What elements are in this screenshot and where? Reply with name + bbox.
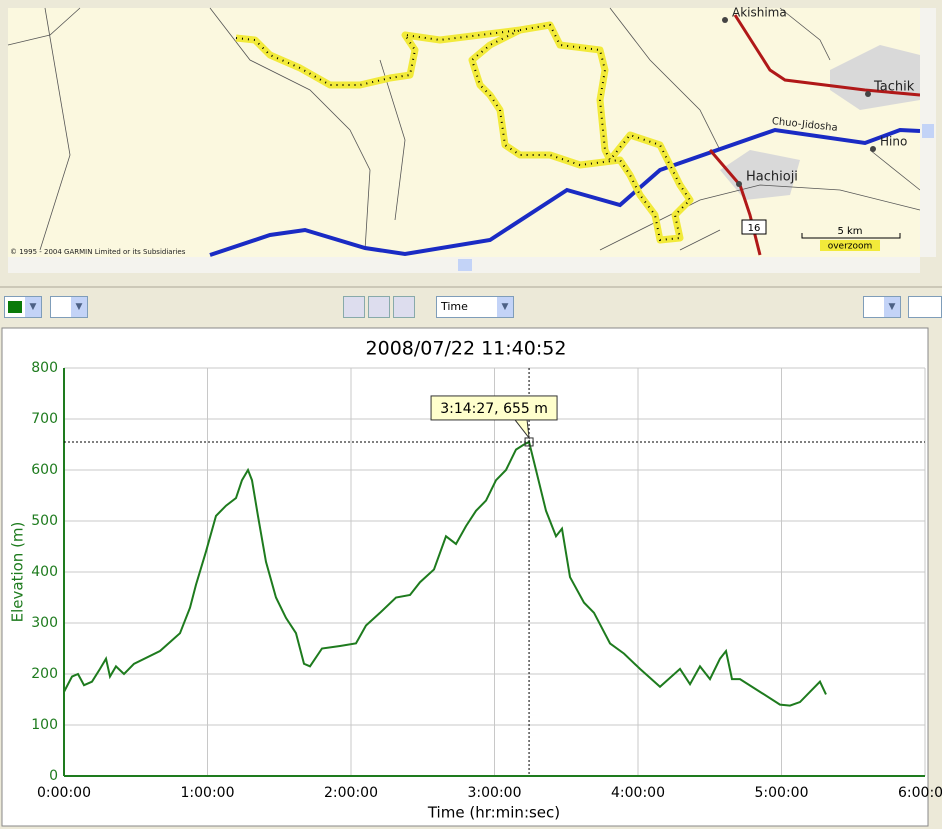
y-tick-label: 700 <box>31 411 58 427</box>
road <box>679 229 721 251</box>
city-dot <box>736 181 742 187</box>
color-select[interactable]: ▼ <box>4 296 42 318</box>
chart: 2008/07/22 11:40:52 0 100 200 300 400 500 600 70… <box>9 338 942 822</box>
select-right-2[interactable] <box>908 296 942 318</box>
callout-box <box>430 395 558 421</box>
x-axis-label: Time (hr:min:sec) <box>427 804 560 822</box>
x-tick-label: 5:00:00 <box>755 785 809 801</box>
axis-select-label: Time <box>441 300 468 313</box>
city-dot <box>870 146 876 152</box>
map-label: Tachik <box>873 80 915 95</box>
main-road <box>708 149 762 256</box>
x-tick-label: 3:00:00 <box>468 785 522 801</box>
arrow: ▼ <box>497 297 513 317</box>
road <box>379 59 406 221</box>
profile-btn[interactable] <box>393 296 415 318</box>
style-select[interactable]: ▼ <box>50 296 88 318</box>
y-tick-label: 100 <box>31 717 58 733</box>
x-tick-label: 4:00:00 <box>611 785 665 801</box>
track[interactable] <box>235 21 694 244</box>
x-tick-label: 0:00:00 <box>37 785 91 801</box>
map-label: Hachioji <box>746 170 798 185</box>
road <box>39 7 71 251</box>
road <box>7 7 81 46</box>
zoom-note-bg <box>820 240 880 251</box>
city-dot <box>722 17 728 23</box>
road <box>609 7 721 151</box>
fit-btn[interactable] <box>586 296 606 316</box>
v-thumb[interactable] <box>922 124 934 138</box>
arrow: ▼ <box>25 297 41 317</box>
h-thumb[interactable] <box>458 259 472 271</box>
x-tick-label: 6:00:00 <box>898 785 942 801</box>
zoom-in-btn[interactable] <box>536 296 556 316</box>
x-tick-label: 1:00:00 <box>181 785 235 801</box>
y-tick-label: 400 <box>31 564 58 580</box>
y-tick-label: 0 <box>49 768 58 784</box>
select-right[interactable]: ▼ <box>863 296 901 318</box>
arrow: ▼ <box>71 297 87 317</box>
route-shield <box>741 219 767 235</box>
swatch <box>8 301 22 313</box>
crosshair-btn[interactable] <box>343 296 365 318</box>
chart-title: 2008/07/22 11:40:52 <box>366 338 567 360</box>
road <box>599 184 921 251</box>
y-tick-label: 300 <box>31 615 58 631</box>
zoom-out-btn[interactable] <box>561 296 581 316</box>
y-tick-label: 500 <box>31 513 58 529</box>
y-tick-label: 800 <box>31 360 58 376</box>
arrow: ▼ <box>884 297 900 317</box>
main-road <box>733 14 921 97</box>
copyright: © 1995 - 2004 GARMIN Limited or its Subs… <box>10 248 186 256</box>
scale-label: 5 km <box>837 226 862 237</box>
elevation-line <box>63 440 827 707</box>
y-tick-label: 200 <box>31 666 58 682</box>
axis-select[interactable]: Time ▼ <box>436 296 514 318</box>
road <box>779 7 831 61</box>
highway <box>209 127 921 257</box>
minor-roads <box>7 7 921 251</box>
y-axis-label: Elevation (m) <box>9 522 27 623</box>
y-tick-label: 600 <box>31 462 58 478</box>
city-dot <box>865 91 871 97</box>
zoom-note: overzoom <box>828 242 873 252</box>
route-shield-label: 16 <box>748 223 761 234</box>
map-label: Akishima <box>732 6 787 20</box>
callout-label: 3:14:27, 655 m <box>440 401 548 417</box>
grid-btn[interactable] <box>368 296 390 318</box>
x-tick-label: 2:00:00 <box>324 785 378 801</box>
scale-bar <box>801 233 901 239</box>
map-label: Hino <box>880 135 907 149</box>
road <box>869 149 921 191</box>
road <box>209 7 371 251</box>
